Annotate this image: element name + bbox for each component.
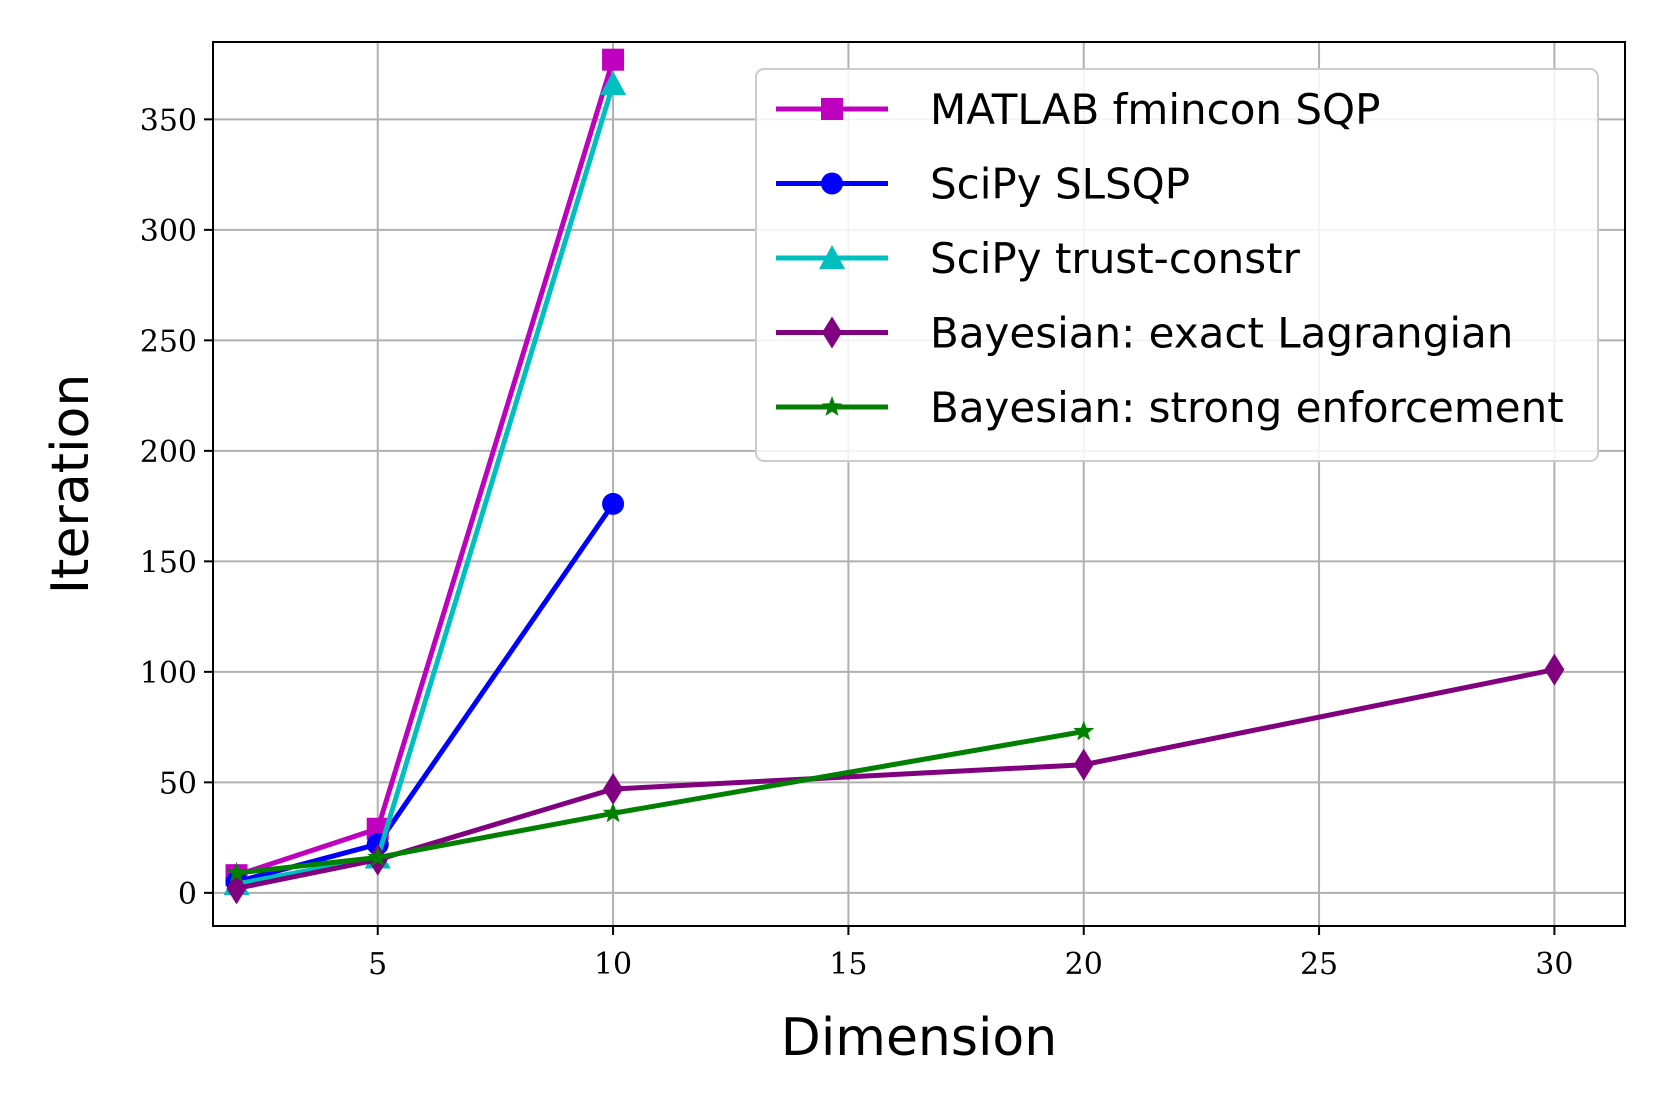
data-point: [1073, 748, 1094, 781]
x-tick-label: 15: [829, 947, 867, 982]
legend-label: Bayesian: exact Lagrangian: [930, 309, 1513, 358]
series-line: [236, 729, 1085, 876]
y-tick-label: 250: [140, 324, 197, 359]
series-4: [226, 720, 1095, 882]
y-tick-label: 50: [159, 766, 197, 801]
data-point: [602, 492, 625, 515]
series-line: [236, 83, 616, 887]
data-point: [226, 861, 247, 882]
legend-marker: [821, 98, 843, 120]
legend-marker: [821, 172, 843, 195]
series-layer: [223, 48, 1565, 905]
legend-entry: SciPy SLSQP: [776, 160, 1190, 209]
series-line: [236, 667, 1555, 891]
data-point: [600, 70, 627, 96]
y-tick-label: 200: [140, 435, 197, 470]
data-point: [602, 802, 624, 823]
x-tick-label: 25: [1300, 947, 1338, 982]
legend-label: Bayesian: strong enforcement: [930, 383, 1564, 432]
data-point: [1544, 653, 1565, 686]
y-axis-label: Iteration: [41, 374, 101, 595]
series-2: [223, 70, 627, 896]
data-point: [1073, 720, 1095, 741]
legend-label: SciPy trust-constr: [930, 234, 1301, 283]
x-tick-label: 20: [1065, 947, 1103, 982]
legend-entry: Bayesian: exact Lagrangian: [776, 309, 1513, 358]
y-tick-label: 0: [178, 877, 197, 912]
legend-marker: [819, 245, 845, 270]
legend-label: MATLAB fmincon SQP: [930, 85, 1380, 134]
y-tick-label: 150: [140, 545, 197, 580]
series-line: [235, 58, 616, 878]
series-3: [226, 653, 1565, 905]
legend-entry: SciPy trust-constr: [776, 234, 1301, 283]
legend: MATLAB fmincon SQP SciPy SLSQP SciPy trust…: [755, 68, 1599, 462]
legend-entry: MATLAB fmincon SQP: [776, 85, 1380, 134]
y-tick-label: 300: [140, 214, 197, 249]
x-axis-label: Dimension: [781, 1008, 1057, 1068]
x-tick-label: 5: [368, 947, 387, 982]
data-point: [603, 772, 624, 805]
x-tick-label: 10: [594, 947, 632, 982]
series-1: [225, 492, 625, 893]
legend-entry: Bayesian: strong enforcement: [776, 383, 1564, 432]
legend-marker: [822, 316, 842, 349]
data-point: [602, 48, 625, 71]
y-tick-label: 100: [140, 656, 197, 691]
series-0: [225, 48, 625, 887]
legend-marker: [821, 396, 843, 416]
x-tick-label: 30: [1535, 947, 1573, 982]
plot-frame: [212, 41, 1626, 927]
legend-box: [755, 68, 1599, 462]
y-tick-label: 350: [140, 103, 197, 138]
legend-label: SciPy SLSQP: [930, 160, 1190, 209]
data-point: [367, 846, 389, 867]
